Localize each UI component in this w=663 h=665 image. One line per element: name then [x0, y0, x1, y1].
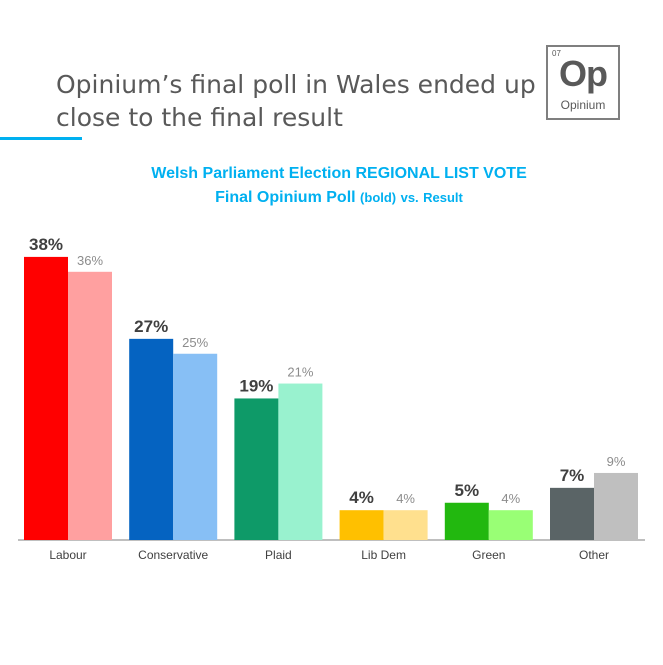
chart-subtitle-result: Result	[423, 190, 463, 205]
bar-conservative-poll	[129, 338, 174, 540]
bar-labour-poll	[24, 256, 68, 540]
x-tick-label: Labour	[49, 548, 86, 562]
bar-plaid-result	[278, 383, 323, 540]
chart-subtitle-vs: vs.	[400, 190, 419, 205]
chart-subtitle-bold-note: (bold)	[360, 190, 397, 205]
data-label: 21%	[287, 365, 313, 380]
bar-lib-dem-poll	[339, 510, 384, 540]
data-label: 9%	[607, 454, 626, 469]
chart-title: Welsh Parliament Election REGIONAL LIST …	[151, 165, 527, 182]
bar-other-result	[594, 472, 638, 540]
bar-plaid-poll	[234, 398, 279, 540]
bar-conservative-result	[173, 353, 218, 540]
logo-mark: Op	[559, 53, 608, 94]
logo-number: 07	[552, 49, 561, 58]
logo-word: Opinium	[560, 98, 606, 112]
x-tick-label: Lib Dem	[361, 548, 406, 562]
x-tick-label: Green	[472, 548, 505, 562]
bar-green-poll	[444, 502, 489, 540]
data-label: 4%	[501, 491, 520, 506]
data-label: 7%	[560, 466, 585, 485]
data-label: 19%	[239, 376, 273, 395]
data-label: 4%	[349, 488, 374, 507]
opinium-logo: 07 Op Opinium	[546, 45, 620, 120]
data-label: 25%	[182, 335, 208, 350]
bar-other-poll	[550, 487, 594, 540]
chart-subtitle: Final Opinium Poll (bold) vs. Result	[0, 189, 663, 207]
x-tick-label: Conservative	[138, 548, 208, 562]
bar-labour-result	[68, 271, 112, 540]
accent-line	[0, 137, 82, 140]
data-label: 38%	[29, 235, 63, 254]
bar-lib-dem-result	[383, 510, 428, 540]
x-tick-label: Plaid	[265, 548, 292, 562]
data-label: 5%	[455, 481, 480, 500]
page-headline: Opinium’s final poll in Wales ended up c…	[56, 70, 536, 132]
data-label: 27%	[134, 317, 168, 336]
chart-subtitle-main: Final Opinium Poll	[215, 189, 356, 206]
data-label: 4%	[396, 491, 415, 506]
data-label: 36%	[77, 253, 103, 268]
x-tick-label: Other	[579, 548, 609, 562]
bar-green-result	[488, 510, 533, 540]
